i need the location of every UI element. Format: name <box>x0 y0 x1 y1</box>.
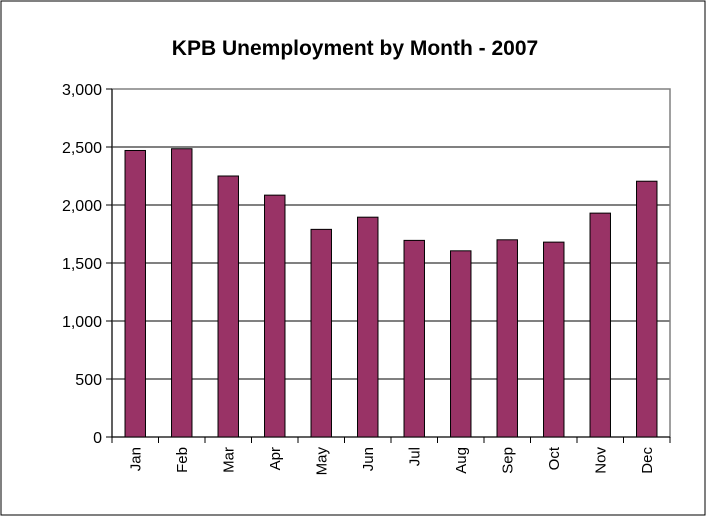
bar-oct <box>543 241 565 438</box>
x-tick-label: Dec <box>639 447 656 474</box>
x-tick-label: Jun <box>360 447 377 471</box>
bar-may <box>310 228 332 438</box>
bar-apr <box>264 194 286 438</box>
y-tick-label: 1,500 <box>62 256 102 273</box>
bars <box>124 148 658 438</box>
gridlines <box>112 146 670 380</box>
x-tick-label: Nov <box>592 447 609 474</box>
bar-mar <box>217 175 239 438</box>
bar-jan <box>124 149 146 438</box>
bar-dec <box>636 180 658 438</box>
x-tick-label: Jul <box>406 447 423 466</box>
chart-title: KPB Unemployment by Month - 2007 <box>172 37 538 60</box>
x-tick-label: Oct <box>546 446 563 470</box>
bar-feb <box>171 148 193 438</box>
y-tick-label: 3,000 <box>62 82 102 99</box>
x-tick-label: Aug <box>453 447 470 474</box>
y-tick-label: 2,000 <box>62 198 102 215</box>
y-tick-label: 1,000 <box>62 314 102 331</box>
y-tick-label: 0 <box>93 430 102 447</box>
y-tick-label: 2,500 <box>62 140 102 157</box>
x-axis: Jan Feb Mar Apr May Jun Jul Aug Sep Oct Nov Dec <box>111 436 671 476</box>
x-tick-label: Mar <box>220 447 237 473</box>
x-tick-label: Sep <box>499 447 516 474</box>
x-tick-label: Jan <box>127 447 144 471</box>
bar-jul <box>403 239 425 438</box>
bar-nov <box>589 212 611 438</box>
bar-sep <box>496 239 518 438</box>
bar-aug <box>450 250 472 438</box>
y-axis: 0 500 1,000 1,500 2,000 2,500 3,000 <box>62 82 113 447</box>
x-tick-label: Feb <box>174 447 191 473</box>
bar-jun <box>357 216 379 438</box>
x-tick-label: Apr <box>267 447 284 470</box>
x-tick-label: May <box>313 447 330 476</box>
y-tick-label: 500 <box>75 372 102 389</box>
